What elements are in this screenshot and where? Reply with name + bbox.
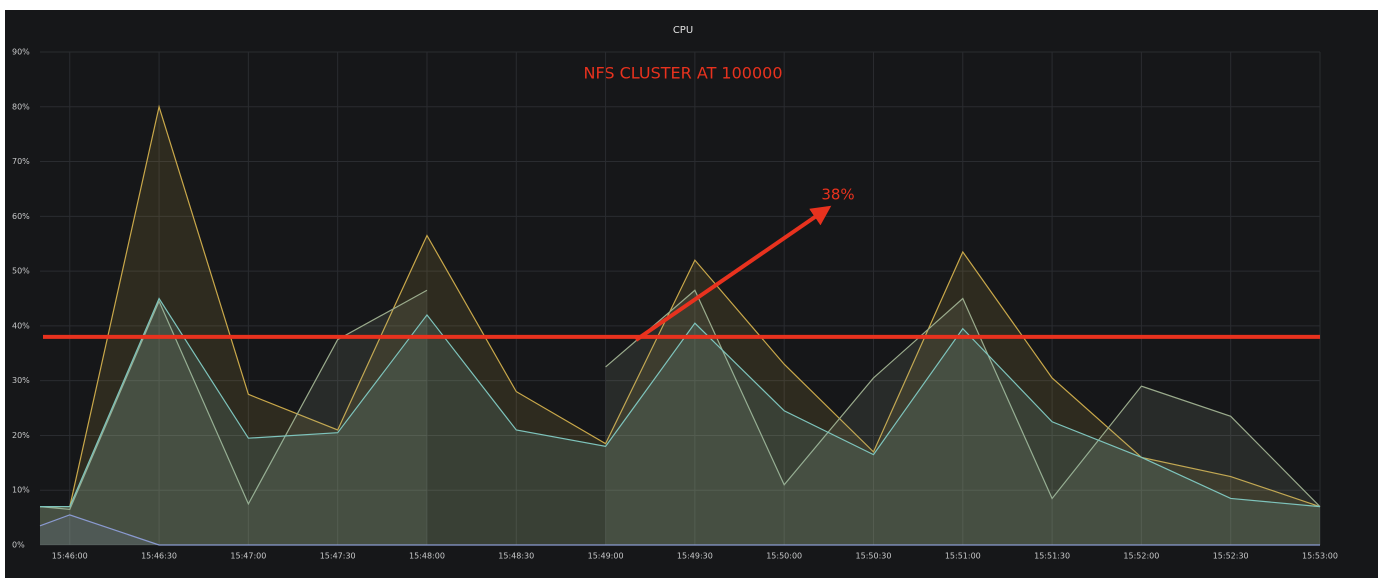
- series-line: [40, 104, 1321, 508]
- plot: 0% 10% 20% 30% 40% 50% 60% 70% 80% 90% 15:46:00 15:…: [12, 48, 1338, 561]
- y-tick-label: 30%: [12, 376, 30, 385]
- series-line: [39, 289, 428, 511]
- x-tick-label: 15:52:30: [1213, 552, 1249, 561]
- x-tick-label: 15:49:00: [588, 552, 624, 561]
- x-tick-label: 15:46:30: [141, 552, 177, 561]
- x-tick-label: 15:50:00: [766, 552, 802, 561]
- x-tick-label: 15:48:00: [409, 552, 445, 561]
- panel: [5, 10, 1378, 578]
- series-area: [605, 290, 1320, 545]
- x-tick-label: 15:47:00: [230, 552, 266, 561]
- series-area: [40, 298, 1320, 545]
- x-tick-label: 15:50:30: [856, 552, 892, 561]
- x-tick-label: 15:51:00: [945, 552, 981, 561]
- y-tick-label: 70%: [12, 157, 30, 166]
- y-tick-label: 50%: [12, 267, 30, 276]
- x-tick-label: 15:52:00: [1123, 552, 1159, 561]
- threshold-label: 38%: [821, 186, 854, 204]
- x-tick-label: 15:48:30: [498, 552, 534, 561]
- y-tick-label: 0%: [12, 541, 25, 550]
- series-line: [605, 289, 1321, 508]
- y-tick-label: 20%: [12, 431, 30, 440]
- series-line: [40, 297, 1321, 508]
- series-line: [39, 514, 1320, 546]
- annotation: NFS CLUSTER AT 100000: [583, 64, 782, 83]
- arrow: [634, 205, 832, 342]
- series-area: [40, 106, 1320, 546]
- chart-title: CPU: [673, 25, 693, 36]
- y-tick-label: 60%: [12, 212, 30, 221]
- y-tick-label: 90%: [12, 48, 30, 57]
- x-tick-label: 15:53:00: [1302, 552, 1338, 561]
- x-tick-label: 15:47:30: [320, 552, 356, 561]
- x-tick-label: 15:49:30: [677, 552, 713, 561]
- x-tick-label: 15:51:30: [1034, 552, 1070, 561]
- y-tick-label: 80%: [12, 102, 30, 111]
- y-tick-label: 10%: [12, 486, 30, 495]
- y-tick-label: 40%: [12, 321, 30, 330]
- x-tick-label: 15:46:00: [52, 552, 88, 561]
